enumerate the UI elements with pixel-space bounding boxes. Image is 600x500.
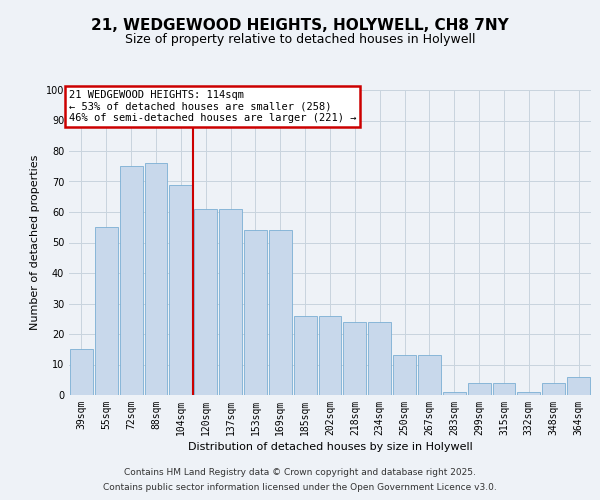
Text: Contains HM Land Registry data © Crown copyright and database right 2025.: Contains HM Land Registry data © Crown c…: [124, 468, 476, 477]
Bar: [145, 163, 167, 395]
Bar: [418, 356, 441, 395]
Bar: [95, 227, 118, 395]
Bar: [319, 316, 341, 395]
X-axis label: Distribution of detached houses by size in Holywell: Distribution of detached houses by size …: [188, 442, 472, 452]
Text: Size of property relative to detached houses in Holywell: Size of property relative to detached ho…: [125, 32, 475, 46]
Text: 21 WEDGEWOOD HEIGHTS: 114sqm
← 53% of detached houses are smaller (258)
46% of s: 21 WEDGEWOOD HEIGHTS: 114sqm ← 53% of de…: [69, 90, 356, 123]
Bar: [294, 316, 317, 395]
Bar: [567, 376, 590, 395]
Bar: [493, 383, 515, 395]
Bar: [343, 322, 366, 395]
Bar: [542, 383, 565, 395]
Bar: [269, 230, 292, 395]
Bar: [120, 166, 143, 395]
Bar: [244, 230, 267, 395]
Bar: [517, 392, 540, 395]
Bar: [194, 209, 217, 395]
Bar: [219, 209, 242, 395]
Text: Contains public sector information licensed under the Open Government Licence v3: Contains public sector information licen…: [103, 483, 497, 492]
Bar: [443, 392, 466, 395]
Y-axis label: Number of detached properties: Number of detached properties: [30, 155, 40, 330]
Bar: [169, 184, 192, 395]
Bar: [393, 356, 416, 395]
Bar: [368, 322, 391, 395]
Bar: [468, 383, 491, 395]
Text: 21, WEDGEWOOD HEIGHTS, HOLYWELL, CH8 7NY: 21, WEDGEWOOD HEIGHTS, HOLYWELL, CH8 7NY: [91, 18, 509, 32]
Bar: [70, 349, 93, 395]
